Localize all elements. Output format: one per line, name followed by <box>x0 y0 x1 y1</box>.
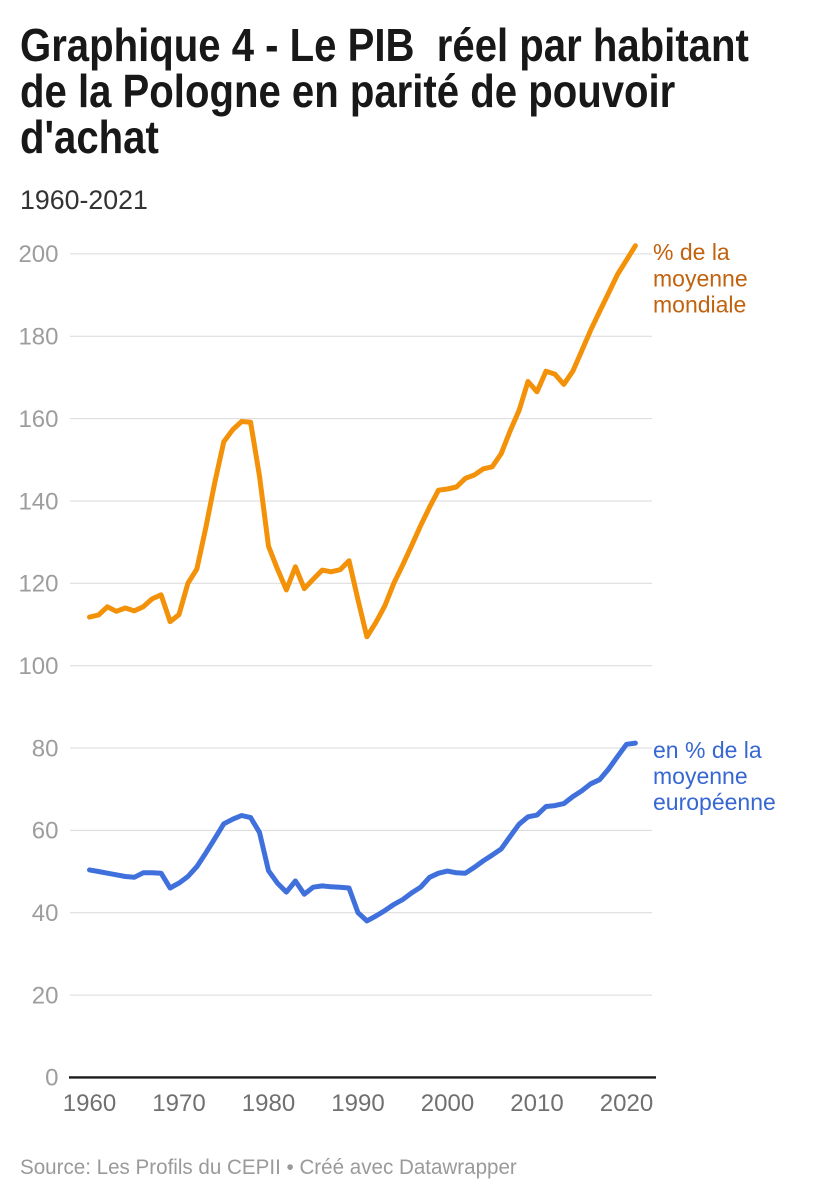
svg-text:200: 200 <box>18 241 58 268</box>
svg-text:140: 140 <box>18 488 58 515</box>
svg-text:180: 180 <box>18 324 58 351</box>
svg-text:80: 80 <box>32 735 59 762</box>
svg-text:60: 60 <box>32 818 59 845</box>
svg-text:1970: 1970 <box>152 1090 205 1117</box>
svg-text:0: 0 <box>45 1065 58 1092</box>
svg-text:160: 160 <box>18 406 58 433</box>
svg-text:2010: 2010 <box>510 1090 563 1117</box>
svg-text:100: 100 <box>18 653 58 680</box>
svg-text:2000: 2000 <box>421 1090 474 1117</box>
svg-text:2020: 2020 <box>600 1090 653 1117</box>
svg-text:1980: 1980 <box>242 1090 295 1117</box>
svg-text:120: 120 <box>18 571 58 598</box>
svg-text:1960: 1960 <box>63 1090 116 1117</box>
svg-text:20: 20 <box>32 982 59 1009</box>
svg-text:1990: 1990 <box>331 1090 384 1117</box>
svg-text:40: 40 <box>32 900 59 927</box>
